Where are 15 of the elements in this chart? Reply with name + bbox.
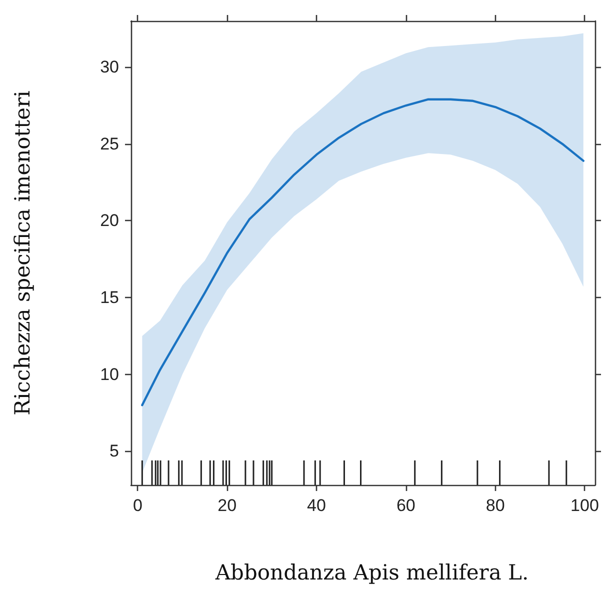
y-tick-label: 15 xyxy=(100,288,119,308)
x-tick-label: 40 xyxy=(307,496,326,515)
y-tick-label: 5 xyxy=(110,442,119,461)
y-tick-label: 25 xyxy=(100,134,119,154)
x-tick-label: 100 xyxy=(570,496,599,515)
y-tick-label: 30 xyxy=(100,58,119,77)
x-tick-label: 80 xyxy=(486,496,505,515)
line-series xyxy=(141,98,584,406)
y-axis-title: Ricchezza specifica imenotteri xyxy=(10,90,34,416)
y-tick-label: 20 xyxy=(100,211,119,230)
x-tick-label: 60 xyxy=(396,496,416,515)
x-axis-title: Abbondanza Apis mellifera L. xyxy=(214,560,529,584)
x-tick-label: 0 xyxy=(132,496,142,515)
y-tick-label: 10 xyxy=(100,364,119,384)
x-tick-label: 20 xyxy=(218,496,237,515)
